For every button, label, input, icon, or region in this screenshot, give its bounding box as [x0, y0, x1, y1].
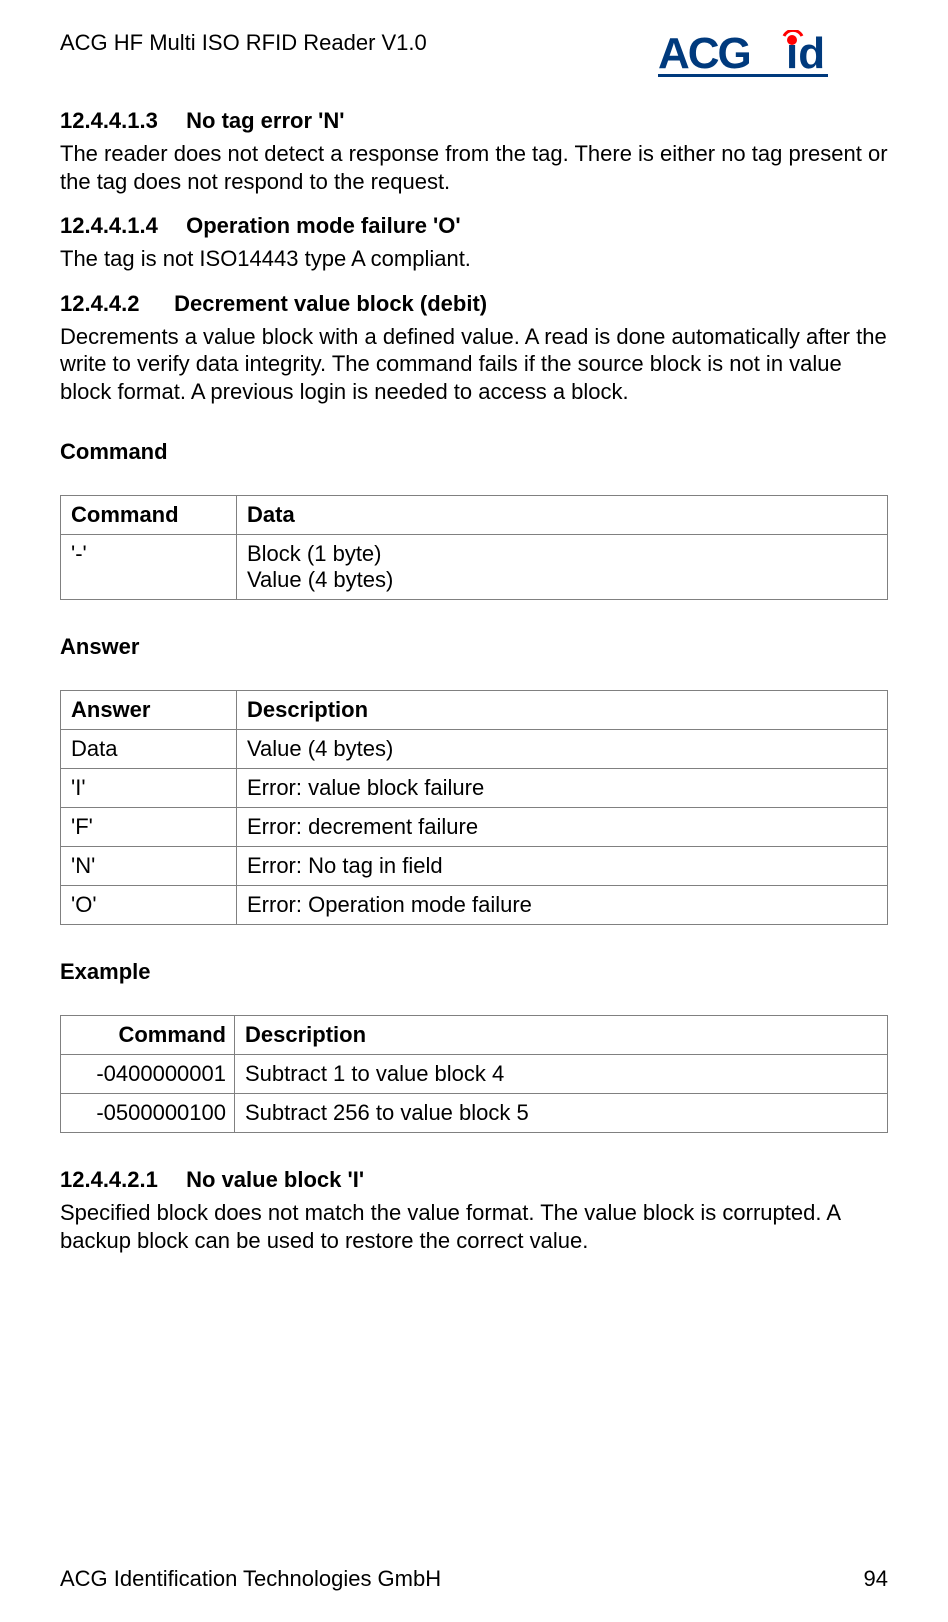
- heading-title: Decrement value block (debit): [174, 291, 487, 316]
- cell-desc: Subtract 1 to value block 4: [235, 1055, 888, 1094]
- table-row: -0400000001 Subtract 1 to value block 4: [61, 1055, 888, 1094]
- para-12-4-4-2: Decrements a value block with a defined …: [60, 323, 888, 406]
- table-row: '-' Block (1 byte) Value (4 bytes): [61, 535, 888, 600]
- cell-desc: Error: No tag in field: [237, 847, 888, 886]
- heading-title: No tag error 'N': [186, 108, 344, 133]
- th-answer: Answer: [61, 691, 237, 730]
- cell-answer: 'I': [61, 769, 237, 808]
- cell-desc: Error: decrement failure: [237, 808, 888, 847]
- table-row: 'O' Error: Operation mode failure: [61, 886, 888, 925]
- cell-desc: Value (4 bytes): [237, 730, 888, 769]
- page-header: ACG HF Multi ISO RFID Reader V1.0 ACG id: [60, 30, 888, 80]
- heading-title: No value block 'I': [186, 1167, 364, 1192]
- cell-answer: 'O': [61, 886, 237, 925]
- heading-number: 12.4.4.1.3: [60, 108, 180, 134]
- th-command: Command: [61, 1016, 235, 1055]
- cell-answer: Data: [61, 730, 237, 769]
- heading-number: 12.4.4.1.4: [60, 213, 180, 239]
- doc-title: ACG HF Multi ISO RFID Reader V1.0: [60, 30, 427, 56]
- page: ACG HF Multi ISO RFID Reader V1.0 ACG id…: [0, 0, 948, 1622]
- heading-number: 12.4.4.2: [60, 291, 168, 317]
- example-table: Command Description -0400000001 Subtract…: [60, 1015, 888, 1133]
- cell-answer: 'F': [61, 808, 237, 847]
- cell-command: '-': [61, 535, 237, 600]
- command-table: Command Data '-' Block (1 byte) Value (4…: [60, 495, 888, 600]
- cell-command: -0500000100: [61, 1094, 235, 1133]
- table-row: Data Value (4 bytes): [61, 730, 888, 769]
- th-description: Description: [237, 691, 888, 730]
- cell-data: Block (1 byte) Value (4 bytes): [237, 535, 888, 600]
- table-row: -0500000100 Subtract 256 to value block …: [61, 1094, 888, 1133]
- footer-page-number: 94: [864, 1566, 888, 1592]
- heading-12-4-4-2-1: 12.4.4.2.1 No value block 'I': [60, 1167, 888, 1193]
- cell-answer: 'N': [61, 847, 237, 886]
- th-description: Description: [235, 1016, 888, 1055]
- para-12-4-4-2-1: Specified block does not match the value…: [60, 1199, 888, 1254]
- logo: ACG id: [658, 30, 888, 80]
- table-row: 'I' Error: value block failure: [61, 769, 888, 808]
- table-header-row: Answer Description: [61, 691, 888, 730]
- cell-desc: Error: value block failure: [237, 769, 888, 808]
- label-command: Command: [60, 439, 888, 465]
- cell-line: Block (1 byte): [247, 541, 382, 566]
- acg-id-logo-icon: ACG id: [658, 30, 888, 80]
- heading-title: Operation mode failure 'O': [186, 213, 461, 238]
- page-footer: ACG Identification Technologies GmbH 94: [60, 1566, 888, 1592]
- cell-desc: Subtract 256 to value block 5: [235, 1094, 888, 1133]
- label-example: Example: [60, 959, 888, 985]
- svg-text:ACG: ACG: [658, 30, 750, 78]
- answer-table: Answer Description Data Value (4 bytes) …: [60, 690, 888, 925]
- heading-12-4-4-1-4: 12.4.4.1.4 Operation mode failure 'O': [60, 213, 888, 239]
- cell-command: -0400000001: [61, 1055, 235, 1094]
- table-header-row: Command Data: [61, 496, 888, 535]
- table-row: 'F' Error: decrement failure: [61, 808, 888, 847]
- table-header-row: Command Description: [61, 1016, 888, 1055]
- label-answer: Answer: [60, 634, 888, 660]
- heading-number: 12.4.4.2.1: [60, 1167, 180, 1193]
- para-12-4-4-1-4: The tag is not ISO14443 type A compliant…: [60, 245, 888, 273]
- cell-desc: Error: Operation mode failure: [237, 886, 888, 925]
- heading-12-4-4-2: 12.4.4.2 Decrement value block (debit): [60, 291, 888, 317]
- th-data: Data: [237, 496, 888, 535]
- footer-left: ACG Identification Technologies GmbH: [60, 1566, 441, 1592]
- cell-line: Value (4 bytes): [247, 567, 393, 592]
- table-row: 'N' Error: No tag in field: [61, 847, 888, 886]
- th-command: Command: [61, 496, 237, 535]
- heading-12-4-4-1-3: 12.4.4.1.3 No tag error 'N': [60, 108, 888, 134]
- para-12-4-4-1-3: The reader does not detect a response fr…: [60, 140, 888, 195]
